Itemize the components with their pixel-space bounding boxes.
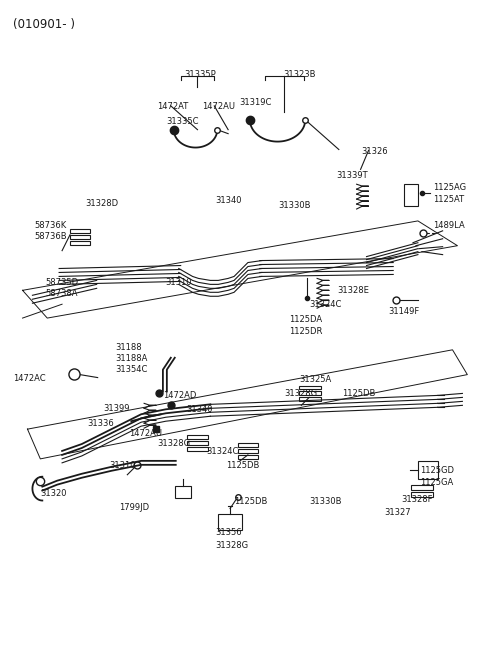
Text: 1125DR: 1125DR — [289, 327, 323, 336]
Text: (010901- ): (010901- ) — [12, 18, 75, 31]
Text: 31188A: 31188A — [116, 354, 148, 363]
Text: 1125GD: 1125GD — [420, 466, 454, 475]
Text: 31336: 31336 — [88, 419, 115, 428]
Bar — [238, 455, 258, 459]
Bar — [411, 485, 433, 490]
Text: 1125AT: 1125AT — [433, 195, 464, 204]
Text: 31310: 31310 — [109, 461, 136, 470]
Bar — [70, 241, 90, 245]
Text: 31310: 31310 — [166, 278, 192, 288]
Text: 31149F: 31149F — [388, 307, 420, 316]
Text: 58736K: 58736K — [34, 221, 66, 230]
Text: 1125DB: 1125DB — [342, 390, 375, 398]
Bar — [238, 443, 258, 447]
Bar — [300, 386, 321, 390]
Text: 31335P: 31335P — [185, 70, 216, 79]
Text: 31328G: 31328G — [216, 541, 249, 550]
Text: 31339T: 31339T — [336, 172, 368, 180]
Text: 58736B: 58736B — [34, 232, 67, 241]
Text: 31328F: 31328F — [401, 495, 432, 504]
Text: 31320: 31320 — [40, 489, 67, 498]
Text: 31326: 31326 — [361, 147, 388, 155]
Bar — [411, 492, 433, 496]
Text: 1472AD: 1472AD — [163, 392, 196, 400]
Text: 1472AC: 1472AC — [12, 373, 45, 383]
Text: 31327: 31327 — [384, 508, 411, 517]
Bar — [187, 441, 208, 445]
Bar — [175, 485, 191, 498]
Text: 31188: 31188 — [116, 343, 142, 352]
Text: 1125DB: 1125DB — [226, 461, 260, 470]
Bar — [70, 234, 90, 239]
Bar — [187, 447, 208, 451]
Text: 31330B: 31330B — [278, 201, 311, 210]
Text: 58738A: 58738A — [46, 290, 78, 298]
Text: 1472AU: 1472AU — [202, 102, 235, 111]
Bar — [300, 398, 321, 402]
Bar — [187, 435, 208, 439]
Text: 31325A: 31325A — [300, 375, 332, 384]
Text: 1489LA: 1489LA — [433, 221, 465, 230]
Text: 1799JD: 1799JD — [120, 504, 150, 512]
Text: 1125AG: 1125AG — [433, 183, 466, 192]
Text: 31328G: 31328G — [285, 390, 318, 398]
Bar — [70, 229, 90, 233]
Bar — [300, 392, 321, 396]
Text: 31328E: 31328E — [337, 286, 369, 295]
Text: 31356: 31356 — [216, 529, 242, 537]
Text: 31330B: 31330B — [309, 496, 342, 506]
Bar — [238, 449, 258, 453]
Text: 31328D: 31328D — [85, 199, 118, 208]
Text: 31319C: 31319C — [240, 98, 272, 107]
Text: 31324C: 31324C — [309, 300, 342, 309]
Text: 31354C: 31354C — [116, 365, 148, 374]
Text: 1125GA: 1125GA — [420, 477, 453, 487]
Text: 1472AT: 1472AT — [157, 102, 189, 111]
Text: 31399: 31399 — [104, 404, 130, 413]
Text: 1125DA: 1125DA — [289, 315, 323, 324]
Text: 31340: 31340 — [187, 405, 213, 415]
Text: 31328G: 31328G — [157, 439, 190, 448]
Text: 1472AU: 1472AU — [129, 429, 162, 438]
Text: 1125DB: 1125DB — [234, 496, 267, 506]
Text: 31335C: 31335C — [167, 117, 199, 126]
Text: 31340: 31340 — [215, 196, 241, 205]
Text: 58735D: 58735D — [46, 278, 79, 288]
Text: 31323B: 31323B — [283, 70, 315, 79]
Text: 31324C: 31324C — [206, 447, 239, 456]
